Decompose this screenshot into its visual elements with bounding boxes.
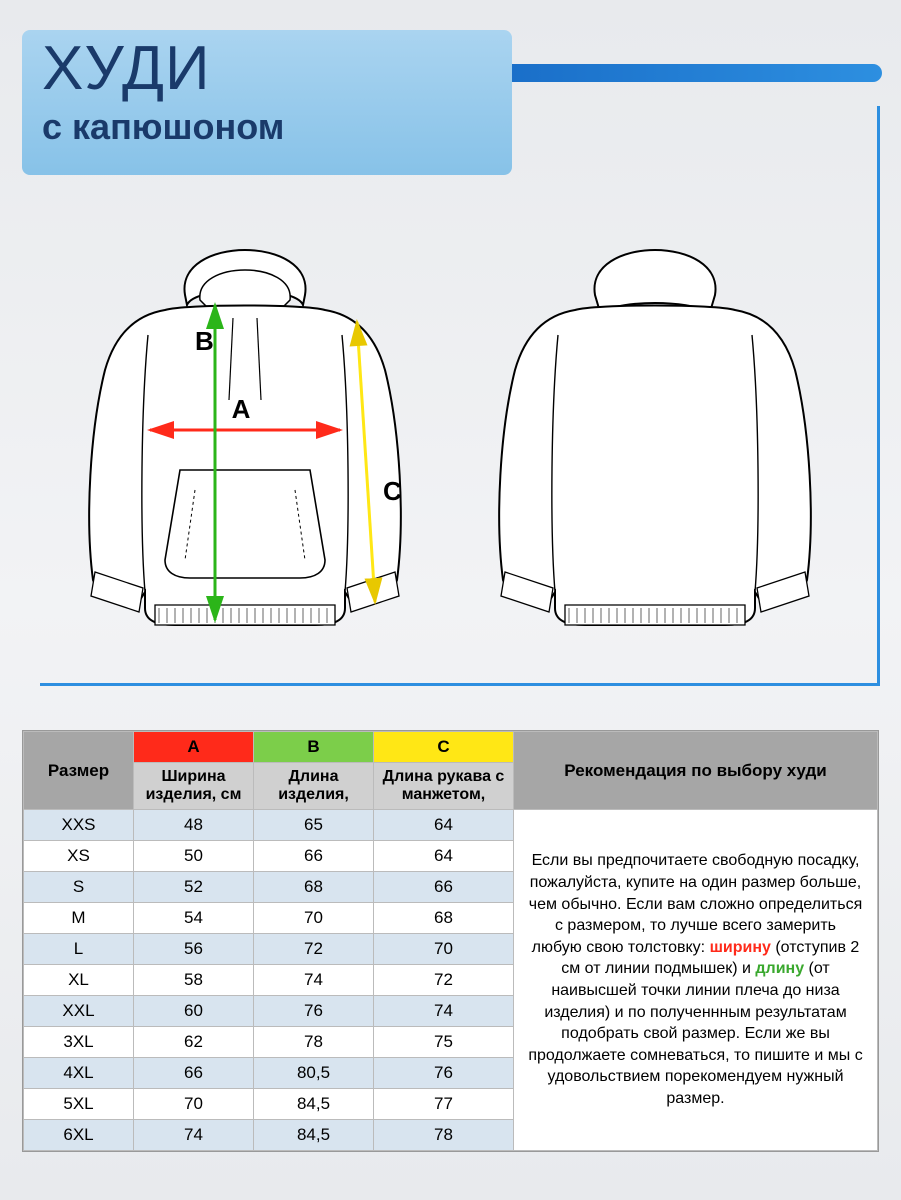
dim-label-b: B bbox=[195, 326, 214, 356]
cell-C: 74 bbox=[374, 996, 514, 1027]
cell-C: 68 bbox=[374, 903, 514, 934]
cell-A: 56 bbox=[134, 934, 254, 965]
hoodie-diagrams: A B C bbox=[40, 200, 860, 665]
cell-size: 6XL bbox=[24, 1120, 134, 1151]
cell-C: 64 bbox=[374, 810, 514, 841]
cell-B: 84,5 bbox=[254, 1089, 374, 1120]
cell-size: 3XL bbox=[24, 1027, 134, 1058]
dim-label-a: A bbox=[232, 394, 251, 424]
cell-C: 64 bbox=[374, 841, 514, 872]
cell-A: 48 bbox=[134, 810, 254, 841]
cell-size: XL bbox=[24, 965, 134, 996]
cell-B: 80,5 bbox=[254, 1058, 374, 1089]
hoodie-front-svg: A B C bbox=[45, 200, 445, 660]
dim-colhdr-c: C bbox=[374, 732, 514, 763]
cell-B: 65 bbox=[254, 810, 374, 841]
cell-B: 84,5 bbox=[254, 1120, 374, 1151]
cell-size: XS bbox=[24, 841, 134, 872]
cell-C: 76 bbox=[374, 1058, 514, 1089]
cell-B: 66 bbox=[254, 841, 374, 872]
cell-B: 70 bbox=[254, 903, 374, 934]
cell-C: 70 bbox=[374, 934, 514, 965]
col-rec-header: Рекомендация по выбору худи bbox=[514, 732, 878, 810]
cell-C: 72 bbox=[374, 965, 514, 996]
cell-size: M bbox=[24, 903, 134, 934]
cell-B: 76 bbox=[254, 996, 374, 1027]
col-b-header: Длина изделия, bbox=[254, 763, 374, 810]
cell-A: 66 bbox=[134, 1058, 254, 1089]
cell-A: 52 bbox=[134, 872, 254, 903]
cell-size: 5XL bbox=[24, 1089, 134, 1120]
cell-size: XXS bbox=[24, 810, 134, 841]
cell-A: 60 bbox=[134, 996, 254, 1027]
cell-A: 62 bbox=[134, 1027, 254, 1058]
cell-A: 70 bbox=[134, 1089, 254, 1120]
size-table: Размер A B C Рекомендация по выбору худи… bbox=[23, 731, 878, 1151]
hoodie-back-svg bbox=[455, 200, 855, 660]
cell-A: 50 bbox=[134, 841, 254, 872]
dim-label-c: C bbox=[383, 476, 402, 506]
cell-C: 77 bbox=[374, 1089, 514, 1120]
cell-size: L bbox=[24, 934, 134, 965]
size-table-wrap: Размер A B C Рекомендация по выбору худи… bbox=[22, 730, 879, 1152]
cell-C: 66 bbox=[374, 872, 514, 903]
col-c-header: Длина рукава с манжетом, bbox=[374, 763, 514, 810]
cell-B: 68 bbox=[254, 872, 374, 903]
accent-bar bbox=[512, 64, 882, 82]
col-a-header: Ширина изделия, см bbox=[134, 763, 254, 810]
cell-size: XXL bbox=[24, 996, 134, 1027]
cell-B: 74 bbox=[254, 965, 374, 996]
col-size-header: Размер bbox=[24, 732, 134, 810]
cell-size: S bbox=[24, 872, 134, 903]
table-row: XXS486564Если вы предпочитаете свободную… bbox=[24, 810, 878, 841]
cell-size: 4XL bbox=[24, 1058, 134, 1089]
title-main: ХУДИ bbox=[42, 38, 492, 100]
cell-A: 54 bbox=[134, 903, 254, 934]
dim-colhdr-b: B bbox=[254, 732, 374, 763]
cell-B: 78 bbox=[254, 1027, 374, 1058]
dim-colhdr-a: A bbox=[134, 732, 254, 763]
cell-C: 78 bbox=[374, 1120, 514, 1151]
recommendation-cell: Если вы предпочитаете свободную посадку,… bbox=[514, 810, 878, 1151]
cell-C: 75 bbox=[374, 1027, 514, 1058]
cell-A: 74 bbox=[134, 1120, 254, 1151]
cell-A: 58 bbox=[134, 965, 254, 996]
cell-B: 72 bbox=[254, 934, 374, 965]
